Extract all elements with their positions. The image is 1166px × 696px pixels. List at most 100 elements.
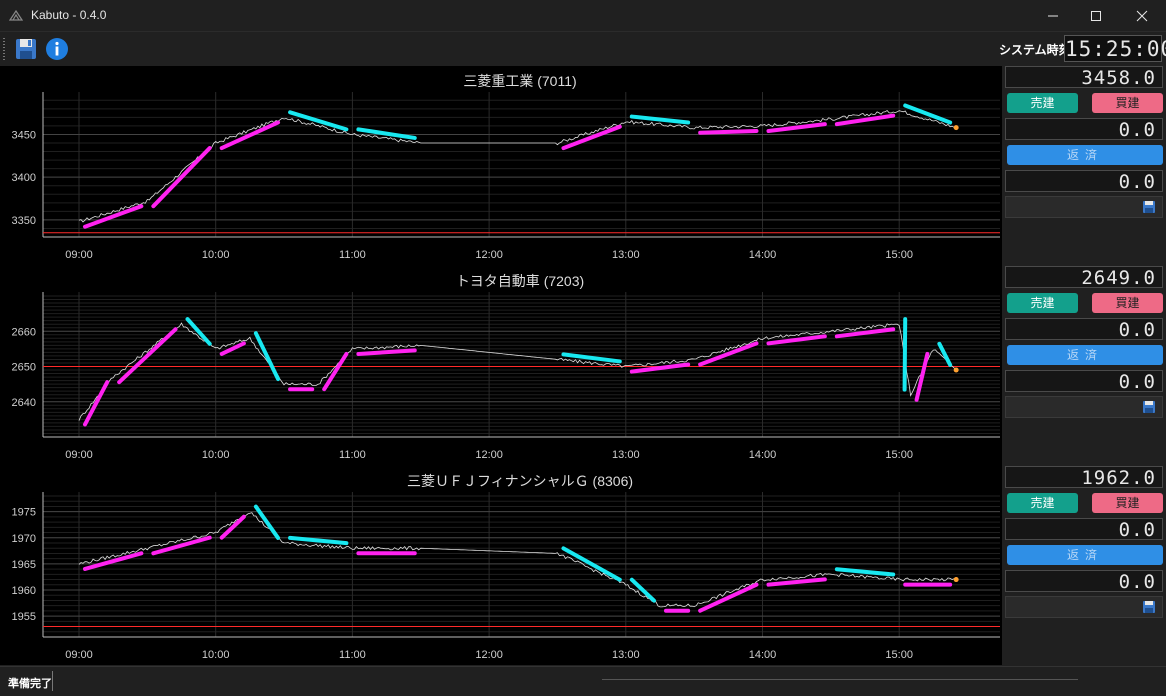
y-tick-label: 1955 bbox=[12, 611, 36, 623]
moving-average-segment bbox=[253, 504, 281, 540]
repay-button[interactable]: 返済 bbox=[1007, 545, 1163, 565]
moving-average-segment bbox=[629, 362, 691, 374]
y-tick-label: 3350 bbox=[12, 215, 36, 227]
moving-average-segment bbox=[219, 120, 281, 151]
info-icon[interactable] bbox=[44, 36, 70, 62]
price-display: 2649.0 bbox=[1005, 266, 1163, 289]
x-tick-label: 11:00 bbox=[339, 649, 366, 661]
moving-average-segment bbox=[356, 127, 417, 140]
title-bar: Kabuto - 0.4.0 bbox=[0, 0, 1166, 31]
y-tick-label: 1960 bbox=[12, 585, 36, 597]
save-row bbox=[1005, 196, 1163, 218]
clock-label: システム時刻 bbox=[999, 43, 1071, 57]
moving-average-segment bbox=[253, 331, 281, 382]
moving-average-segment bbox=[83, 204, 144, 229]
repay-button[interactable]: 返済 bbox=[1007, 145, 1163, 165]
status-separator bbox=[52, 671, 53, 691]
moving-average-segment bbox=[83, 380, 110, 427]
y-tick-label: 1970 bbox=[12, 533, 36, 545]
chart-title: 三菱重工業 (7011) bbox=[463, 73, 576, 89]
x-tick-label: 09:00 bbox=[65, 249, 93, 261]
x-tick-label: 15:00 bbox=[885, 249, 913, 261]
sell-open-button[interactable]: 売建 bbox=[1007, 93, 1078, 113]
last-price-marker bbox=[953, 577, 959, 583]
x-tick-label: 12:00 bbox=[475, 449, 503, 461]
buy-open-button[interactable]: 買建 bbox=[1092, 493, 1163, 513]
x-tick-label: 15:00 bbox=[885, 449, 913, 461]
moving-average-segment bbox=[356, 348, 417, 356]
toolbar-grip[interactable] bbox=[3, 38, 5, 60]
x-tick-label: 13:00 bbox=[612, 449, 640, 461]
charts-canvas: 三菱重工業 (7011) 09:00 10:00 11:00 12:00 13:00 14:… bbox=[12, 73, 1000, 661]
moving-average-segment bbox=[561, 352, 622, 364]
moving-average-segment bbox=[766, 122, 827, 133]
y-tick-label: 2660 bbox=[12, 326, 36, 338]
status-text: 準備完了 bbox=[8, 678, 52, 690]
position-display: 0.0 bbox=[1005, 118, 1163, 141]
x-tick-label: 11:00 bbox=[339, 249, 366, 261]
profit-display: 0.0 bbox=[1005, 170, 1163, 193]
moving-average-segment bbox=[902, 317, 908, 392]
status-bar: 準備完了 bbox=[0, 666, 1166, 696]
save-icon[interactable] bbox=[1142, 400, 1156, 414]
moving-average-segment bbox=[834, 567, 896, 577]
save-icon[interactable] bbox=[1142, 200, 1156, 214]
x-tick-label: 13:00 bbox=[612, 649, 640, 661]
price-display: 3458.0 bbox=[1005, 66, 1163, 89]
close-button[interactable] bbox=[1119, 0, 1165, 31]
save-icon[interactable] bbox=[13, 36, 39, 62]
moving-average-segment bbox=[288, 110, 349, 132]
chart-title: トヨタ自動車 (7203) bbox=[456, 273, 584, 289]
moving-average-segment bbox=[698, 582, 759, 613]
x-tick-label: 12:00 bbox=[475, 649, 503, 661]
moving-average-segment bbox=[698, 341, 759, 367]
x-tick-label: 15:00 bbox=[885, 649, 913, 661]
profit-display: 0.0 bbox=[1005, 370, 1163, 393]
close-icon bbox=[1136, 10, 1148, 21]
trade-panel-8306: 1962.0 売建 買建 0.0 返済 0.0 bbox=[1004, 466, 1166, 666]
x-tick-label: 10:00 bbox=[202, 449, 230, 461]
save-row bbox=[1005, 396, 1163, 418]
x-tick-label: 12:00 bbox=[475, 249, 503, 261]
moving-average-segment bbox=[766, 577, 827, 587]
moving-average-segment bbox=[629, 577, 656, 603]
maximize-button[interactable] bbox=[1073, 0, 1119, 31]
system-clock: 15:25:00 bbox=[1064, 35, 1166, 62]
last-price-marker bbox=[953, 367, 959, 373]
repay-button[interactable]: 返済 bbox=[1007, 345, 1163, 365]
profit-display: 0.0 bbox=[1005, 570, 1163, 593]
position-display: 0.0 bbox=[1005, 318, 1163, 341]
buy-open-button[interactable]: 買建 bbox=[1092, 93, 1163, 113]
moving-average-segment bbox=[937, 341, 953, 367]
moving-average-segment bbox=[834, 327, 896, 339]
y-tick-label: 3400 bbox=[12, 172, 36, 184]
x-tick-label: 14:00 bbox=[749, 449, 777, 461]
price-series-line bbox=[78, 322, 957, 421]
x-tick-label: 10:00 bbox=[202, 249, 230, 261]
minimize-button[interactable] bbox=[1030, 0, 1076, 31]
y-tick-label: 2650 bbox=[12, 362, 36, 374]
price-series-line bbox=[78, 109, 957, 223]
maximize-icon bbox=[1091, 10, 1101, 21]
y-tick-label: 2640 bbox=[12, 397, 36, 409]
window-title: Kabuto - 0.4.0 bbox=[31, 8, 107, 22]
moving-average-segment bbox=[219, 341, 246, 356]
moving-average-segment bbox=[83, 551, 144, 571]
y-tick-label: 1975 bbox=[12, 507, 36, 519]
moving-average-segment bbox=[151, 146, 212, 209]
save-icon[interactable] bbox=[1142, 600, 1156, 614]
moving-average-segment bbox=[185, 317, 212, 346]
moving-average-segment bbox=[561, 546, 622, 582]
x-tick-label: 09:00 bbox=[65, 649, 93, 661]
moving-average-segment bbox=[151, 535, 212, 556]
sell-open-button[interactable]: 売建 bbox=[1007, 293, 1078, 313]
sell-open-button[interactable]: 売建 bbox=[1007, 493, 1078, 513]
buy-open-button[interactable]: 買建 bbox=[1092, 293, 1163, 313]
moving-average-segment bbox=[903, 103, 953, 125]
trade-panel-7203: 2649.0 売建 買建 0.0 返済 0.0 bbox=[1004, 266, 1166, 466]
moving-average-segment bbox=[914, 351, 930, 402]
price-series-line bbox=[78, 512, 957, 608]
save-row bbox=[1005, 596, 1163, 618]
x-tick-label: 14:00 bbox=[749, 249, 777, 261]
moving-average-segment bbox=[561, 124, 622, 151]
